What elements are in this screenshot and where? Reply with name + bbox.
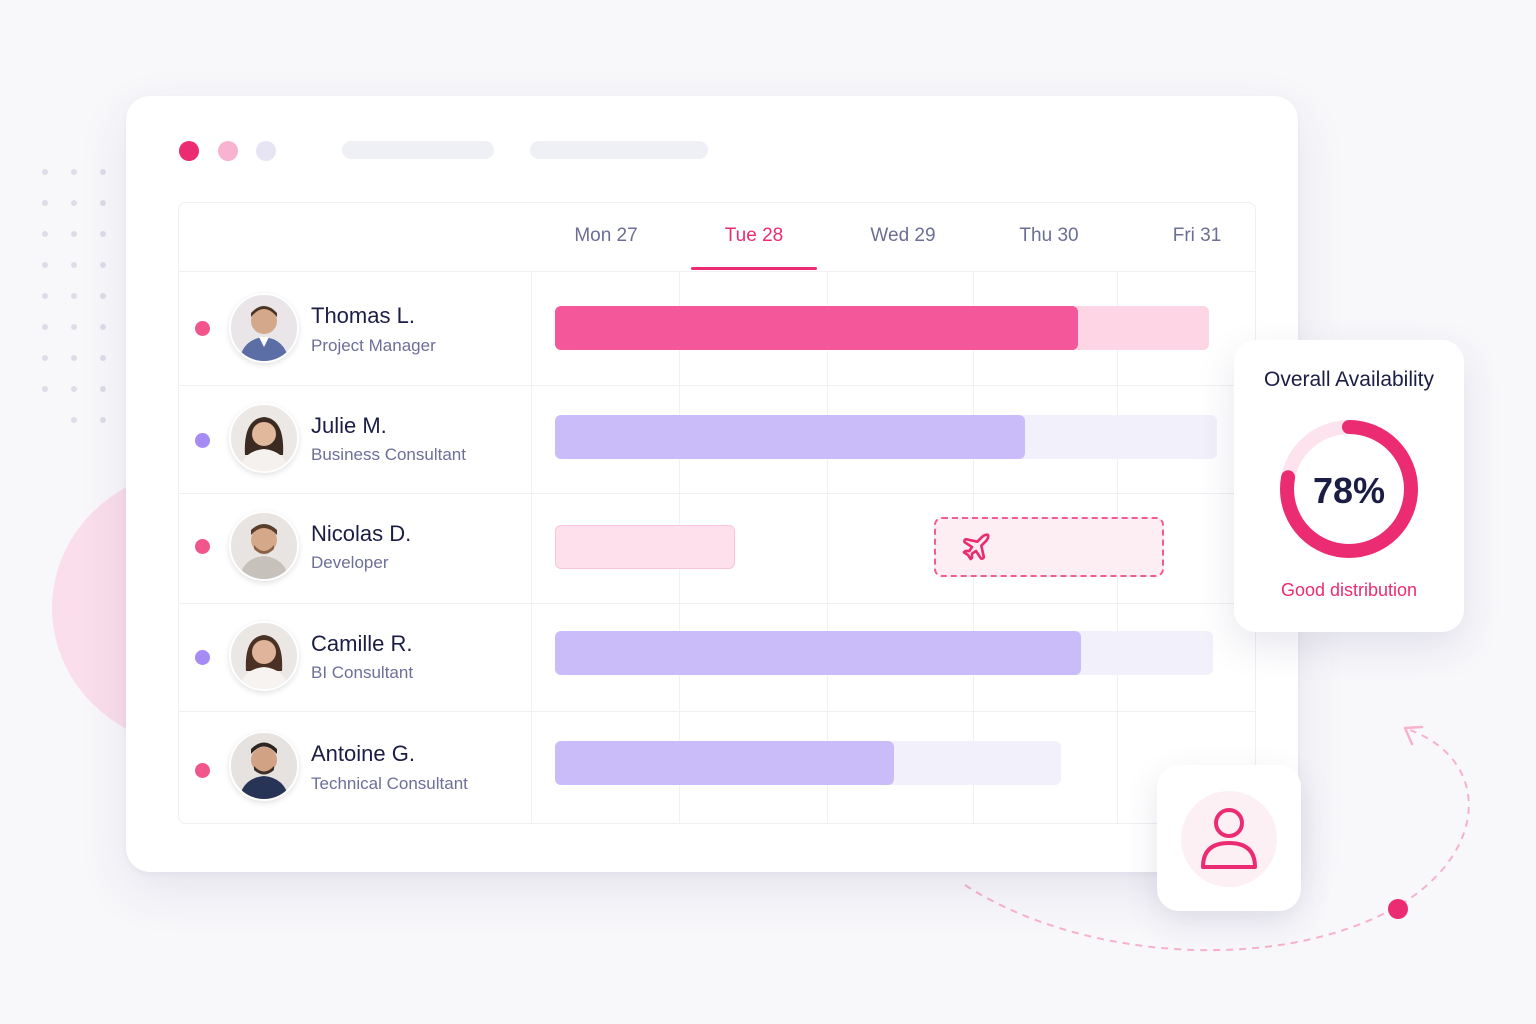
person-info: Thomas L. Project Manager	[179, 271, 532, 385]
person-row-antoine[interactable]: Antoine G. Technical Consultant	[179, 711, 1255, 823]
grid-dot	[71, 262, 77, 268]
app-window: Mon 27 Tue 28 Wed 29 Thu 30 Fri 31 Thoma…	[126, 96, 1298, 872]
booking-bar[interactable]	[555, 631, 1082, 675]
person-row-thomas[interactable]: Thomas L. Project Manager	[179, 271, 1255, 386]
booking-track	[555, 631, 1213, 675]
avatar	[229, 511, 299, 581]
person-row-julie[interactable]: Julie M. Business Consultant	[179, 385, 1255, 494]
availability-donut	[1280, 420, 1418, 558]
person-info: Camille R. BI Consultant	[179, 603, 532, 711]
person-name: Julie M.	[311, 413, 387, 438]
maximize-window-button[interactable]	[256, 141, 276, 161]
grid-dot	[100, 417, 106, 423]
active-day-indicator	[691, 267, 817, 270]
day-header-wed[interactable]: Wed 29	[870, 225, 936, 246]
day-header-thu[interactable]: Thu 30	[1019, 225, 1079, 246]
status-dot	[195, 433, 210, 448]
airplane-icon	[962, 533, 990, 561]
person-role: Business Consultant	[311, 445, 466, 464]
grid-dot	[42, 169, 48, 175]
avatar	[229, 293, 299, 363]
grid-dot	[42, 293, 48, 299]
grid-dot	[100, 386, 106, 392]
grid-dot	[71, 355, 77, 361]
status-dot	[195, 763, 210, 778]
day-header-mon[interactable]: Mon 27	[574, 225, 638, 246]
toolbar-placeholder-bar	[530, 141, 708, 159]
person-role: Project Manager	[311, 336, 436, 355]
booking-bar[interactable]	[555, 741, 895, 785]
booking-bar[interactable]	[555, 415, 1026, 459]
availability-status: Good distribution	[1280, 580, 1418, 600]
person-name: Nicolas D.	[311, 521, 412, 546]
availability-card: Overall Availability 78% Good distributi…	[1234, 340, 1464, 632]
decorative-dot	[1388, 899, 1408, 919]
booking-track	[555, 741, 1061, 785]
booking-track	[555, 525, 735, 569]
person-row-camille[interactable]: Camille R. BI Consultant	[179, 603, 1255, 712]
close-window-button[interactable]	[179, 141, 199, 161]
grid-dot	[100, 293, 106, 299]
schedule-header: Mon 27 Tue 28 Wed 29 Thu 30 Fri 31	[179, 203, 1255, 272]
person-name: Antoine G.	[311, 741, 415, 766]
person-role: Technical Consultant	[311, 774, 468, 793]
grid-dot	[100, 169, 106, 175]
toolbar-placeholder-bar	[342, 141, 494, 159]
grid-dot	[42, 231, 48, 237]
person-name: Thomas L.	[311, 303, 415, 328]
person-info: Nicolas D. Developer	[179, 493, 532, 603]
availability-title: Overall Availability	[1263, 368, 1435, 391]
grid-dot	[100, 231, 106, 237]
grid-dot	[71, 293, 77, 299]
booking-bar[interactable]	[555, 306, 1079, 350]
availability-value: 78%	[1312, 470, 1386, 511]
user-icon-halo	[1181, 791, 1277, 887]
booking-track	[555, 306, 1209, 350]
user-card[interactable]	[1157, 765, 1301, 911]
grid-dot	[71, 324, 77, 330]
person-row-nicolas[interactable]: Nicolas D. Developer	[179, 493, 1255, 604]
day-header-fri[interactable]: Fri 31	[1172, 225, 1222, 246]
grid-dot	[42, 386, 48, 392]
person-role: Developer	[311, 553, 389, 572]
avatar	[229, 621, 299, 691]
booking-bar[interactable]	[555, 525, 735, 569]
absence-block[interactable]	[934, 517, 1164, 577]
arrowhead-icon	[1403, 725, 1424, 746]
person-info: Antoine G. Technical Consultant	[179, 711, 532, 823]
booking-track	[555, 415, 1217, 459]
user-icon	[1201, 808, 1257, 869]
minimize-window-button[interactable]	[218, 141, 238, 161]
schedule-grid: Mon 27 Tue 28 Wed 29 Thu 30 Fri 31 Thoma…	[178, 202, 1256, 824]
day-header-tue[interactable]: Tue 28	[724, 225, 784, 246]
person-info: Julie M. Business Consultant	[179, 385, 532, 493]
status-dot	[195, 650, 210, 665]
grid-dot	[71, 200, 77, 206]
grid-dot	[42, 200, 48, 206]
grid-dot	[42, 324, 48, 330]
grid-dot	[42, 355, 48, 361]
grid-dot	[100, 200, 106, 206]
person-name: Camille R.	[311, 631, 413, 656]
grid-dot	[71, 386, 77, 392]
grid-dot	[71, 417, 77, 423]
grid-dot	[71, 231, 77, 237]
person-role: BI Consultant	[311, 663, 414, 682]
grid-dot	[100, 262, 106, 268]
grid-dot	[42, 262, 48, 268]
grid-dot	[100, 324, 106, 330]
status-dot	[195, 321, 210, 336]
grid-dot	[71, 169, 77, 175]
grid-dot	[100, 355, 106, 361]
avatar	[229, 731, 299, 801]
status-dot	[195, 539, 210, 554]
avatar	[229, 403, 299, 473]
